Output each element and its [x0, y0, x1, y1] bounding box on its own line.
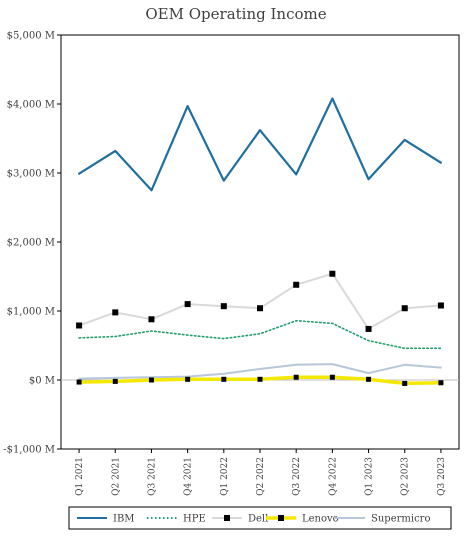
- data-point-dell: [437, 302, 444, 309]
- x-tick-label: Q2 2023: [401, 457, 411, 496]
- data-point-dell: [76, 322, 83, 329]
- y-tick-label: $5,000 M: [7, 31, 55, 42]
- data-point-lenovo: [329, 374, 335, 380]
- y-tick-label: $3,000 M: [7, 169, 55, 180]
- data-point-dell: [184, 301, 191, 308]
- plot-frame: [60, 34, 460, 450]
- data-point-dell: [112, 309, 119, 316]
- data-point-dell: [148, 316, 155, 323]
- data-point-lenovo: [293, 374, 299, 380]
- x-tick-label: Q2 2021: [111, 457, 121, 496]
- legend-label-hpe: HPE: [183, 514, 206, 525]
- data-point-lenovo: [402, 380, 408, 386]
- legend-box: [68, 506, 452, 530]
- y-tick-label: $1,000 M: [7, 307, 55, 318]
- series-layer: [76, 97, 444, 386]
- data-point-dell: [365, 325, 372, 332]
- y-tick-label: $4,000 M: [7, 100, 55, 111]
- data-point-lenovo: [148, 377, 154, 383]
- x-tick-label: Q4 2021: [184, 457, 194, 496]
- data-point-lenovo: [221, 376, 227, 382]
- data-point-dell: [329, 270, 336, 277]
- data-point-dell: [401, 305, 408, 312]
- x-tick-label: Q4 2022: [328, 457, 338, 496]
- legend-label-lenovo: Lenovo: [302, 514, 339, 525]
- x-tick-label: Q3 2021: [147, 457, 157, 496]
- legend-label-supermicro: Supermicro: [371, 514, 430, 525]
- legend-label-ibm: IBM: [113, 514, 135, 525]
- series-line-hpe: [78, 319, 442, 350]
- legend-label-dell: Dell: [248, 514, 268, 525]
- y-tick-label: -$1,000 M: [3, 445, 55, 456]
- series-line-dell: [78, 272, 442, 330]
- legend-marker-lenovo: [278, 515, 284, 521]
- x-tick-label: Q1 2023: [365, 457, 375, 496]
- data-point-lenovo: [257, 376, 263, 382]
- x-tick-label: Q1 2022: [220, 457, 230, 496]
- data-point-dell: [257, 305, 263, 312]
- x-tick-label: Q3 2022: [292, 457, 302, 496]
- legend-marker-dell: [224, 515, 230, 521]
- data-point-lenovo: [366, 376, 372, 382]
- data-point-lenovo: [112, 378, 118, 384]
- axes: -$1,000 M $0 M $1,000 M $2,000 M $3,000 M $4,…: [3, 31, 460, 496]
- x-tick-label: Q1 2021: [75, 457, 85, 496]
- chart-title: OEM Operating Income: [145, 5, 326, 23]
- legend: IBM HPE Dell Lenovo Supermicro: [68, 506, 452, 530]
- data-point-lenovo: [185, 376, 191, 382]
- x-tick-label: Q2 2022: [256, 457, 266, 496]
- data-point-lenovo: [438, 380, 444, 386]
- series-line-ibm: [77, 97, 442, 192]
- data-point-lenovo: [76, 379, 82, 385]
- x-tick-label: Q3 2023: [437, 457, 447, 496]
- data-point-dell: [220, 303, 227, 310]
- y-tick-label: $0 M: [29, 376, 55, 387]
- data-point-dell: [293, 281, 300, 288]
- series-line-supermicro: [78, 363, 442, 380]
- y-tick-label: $2,000 M: [7, 238, 55, 249]
